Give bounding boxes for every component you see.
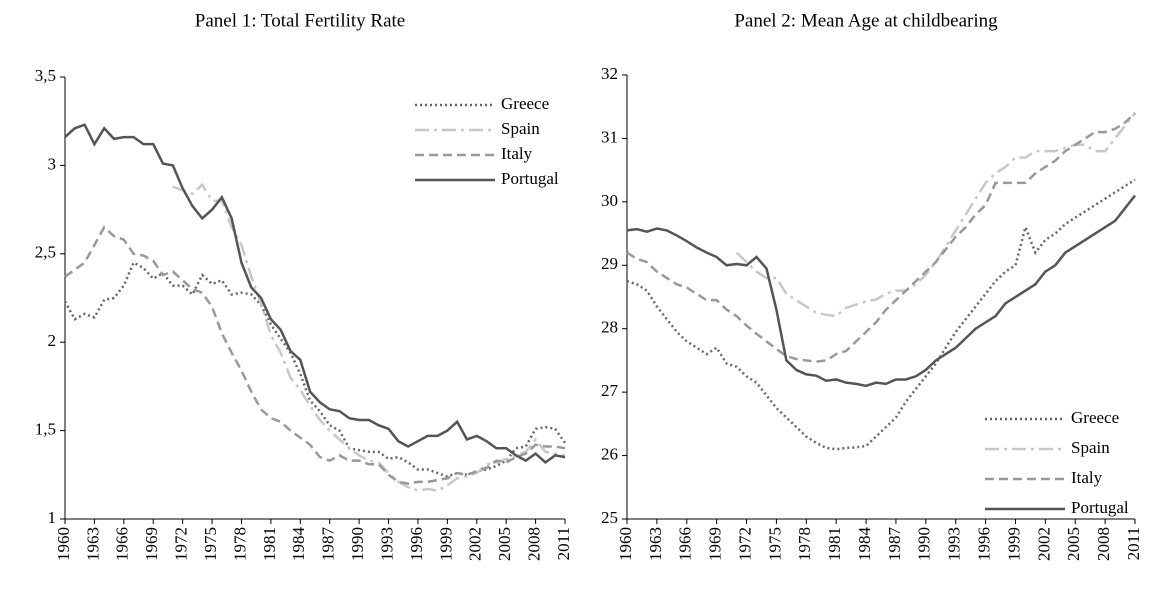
series-line (626, 178, 1136, 451)
x-tick-label: 1999 (436, 527, 455, 561)
legend-label: Greece (1071, 408, 1119, 427)
x-tick-label: 1972 (735, 527, 754, 561)
x-tick-label: 1987 (885, 527, 904, 562)
x-tick-label: 1966 (113, 527, 132, 561)
x-tick-label: 1984 (855, 527, 874, 562)
chart-title: Panel 1: Total Fertility Rate (195, 10, 405, 31)
y-tick-label: 2,5 (35, 243, 56, 262)
legend-label: Portugal (501, 169, 559, 188)
x-tick-label: 1975 (201, 527, 220, 561)
legend-label: Italy (501, 144, 533, 163)
x-tick-label: 1996 (974, 527, 993, 561)
x-tick-label: 1960 (616, 527, 635, 561)
y-tick-label: 1 (48, 508, 57, 527)
legend-label: Portugal (1071, 498, 1129, 517)
y-tick-label: 26 (601, 444, 618, 463)
x-tick-label: 1981 (260, 527, 279, 561)
x-tick-label: 1969 (142, 527, 161, 561)
y-tick-label: 29 (601, 254, 618, 273)
series-line (63, 260, 567, 478)
x-tick-label: 1993 (945, 527, 964, 561)
series-line (64, 225, 566, 485)
y-tick-label: 32 (601, 64, 618, 83)
y-tick-label: 3,5 (35, 66, 56, 85)
x-tick-label: 1987 (319, 527, 338, 562)
x-tick-label: 1999 (1004, 527, 1023, 561)
series-line (172, 182, 566, 493)
x-tick-label: 2002 (1034, 527, 1053, 561)
series-line (626, 194, 1136, 388)
x-tick-label: 1978 (230, 527, 249, 561)
x-tick-label: 1969 (706, 527, 725, 561)
series-line (64, 123, 566, 465)
series-line (626, 112, 1136, 363)
x-tick-label: 2002 (466, 527, 485, 561)
x-tick-label: 1960 (54, 527, 73, 561)
y-tick-label: 27 (601, 381, 619, 400)
legend-label: Italy (1071, 468, 1103, 487)
x-tick-label: 1963 (83, 527, 102, 561)
y-tick-label: 31 (601, 127, 618, 146)
x-tick-label: 1966 (676, 527, 695, 561)
legend-label: Spain (501, 119, 540, 138)
y-tick-label: 2 (48, 331, 57, 350)
x-tick-label: 1978 (795, 527, 814, 561)
x-tick-label: 1996 (407, 527, 426, 561)
legend-label: Greece (501, 94, 549, 113)
x-tick-label: 1975 (765, 527, 784, 561)
y-tick-label: 25 (601, 508, 618, 527)
x-tick-label: 2005 (1064, 527, 1083, 561)
x-tick-label: 1963 (646, 527, 665, 561)
x-tick-label: 1990 (348, 527, 367, 561)
y-tick-label: 30 (601, 191, 618, 210)
y-tick-label: 28 (601, 318, 618, 337)
y-tick-label: 1,5 (35, 420, 56, 439)
y-tick-label: 3 (48, 154, 57, 173)
x-tick-label: 2008 (524, 527, 543, 561)
legend-label: Spain (1071, 438, 1110, 457)
x-tick-label: 1993 (377, 527, 396, 561)
x-tick-label: 2005 (495, 527, 514, 561)
x-tick-label: 1981 (825, 527, 844, 561)
x-tick-label: 2011 (1124, 527, 1143, 560)
x-tick-label: 1972 (172, 527, 191, 561)
x-tick-label: 2008 (1094, 527, 1113, 561)
series-line (735, 112, 1136, 318)
x-tick-label: 1984 (289, 527, 308, 562)
chart-title: Panel 2: Mean Age at childbearing (734, 10, 998, 31)
x-tick-label: 1990 (915, 527, 934, 561)
x-tick-label: 2011 (554, 527, 573, 560)
